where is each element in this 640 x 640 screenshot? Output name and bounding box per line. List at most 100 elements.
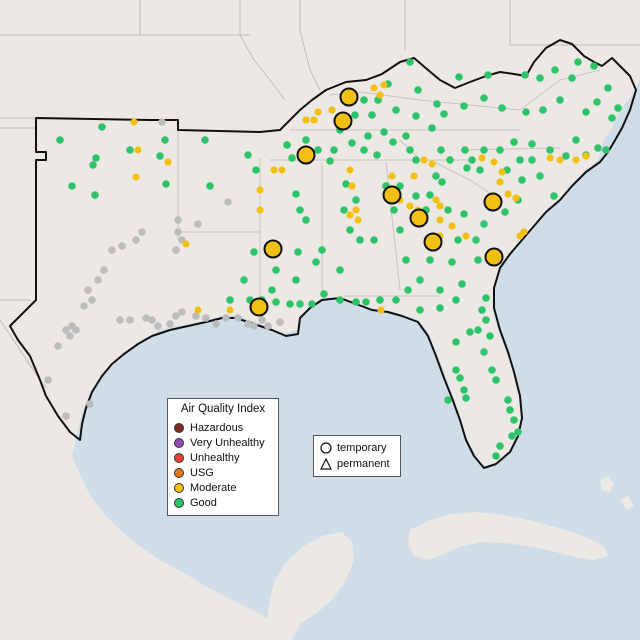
inactive-monitor-marker: [62, 326, 70, 334]
good-monitor-marker: [514, 428, 522, 436]
good-monitor-marker: [360, 146, 368, 154]
good-monitor-marker: [376, 296, 384, 304]
inactive-monitor-marker: [148, 316, 156, 324]
moderate-monitor-marker: [478, 154, 486, 162]
good-monitor-marker: [486, 332, 494, 340]
moderate-monitor-marker: [377, 306, 385, 314]
legend-row-usg: USG: [174, 466, 214, 480]
inactive-monitor-marker: [174, 228, 182, 236]
legend-label-very-unhealthy: Very Unhealthy: [190, 437, 265, 449]
good-monitor-marker: [314, 146, 322, 154]
inactive-monitor-marker: [202, 314, 210, 322]
moderate-monitor-marker: [380, 81, 388, 89]
good-monitor-marker: [506, 406, 514, 414]
inactive-monitor-marker: [126, 316, 134, 324]
good-monitor-marker: [318, 246, 326, 254]
legend-row-moderate: Moderate: [174, 481, 236, 495]
good-monitor-marker: [433, 100, 441, 108]
good-monitor-marker: [496, 146, 504, 154]
inactive-monitor-marker: [100, 266, 108, 274]
good-monitor-marker: [504, 396, 512, 404]
good-monitor-marker: [498, 104, 506, 112]
good-monitor-marker: [244, 151, 252, 159]
good-monitor-marker: [356, 236, 364, 244]
good-monitor-marker: [608, 114, 616, 122]
good-monitor-marker: [528, 156, 536, 164]
good-monitor-marker: [283, 141, 291, 149]
good-monitor-marker: [292, 190, 300, 198]
good-monitor-marker: [389, 138, 397, 146]
good-monitor-marker: [308, 300, 316, 308]
good-monitor-marker: [126, 146, 134, 154]
good-monitor-marker: [406, 58, 414, 66]
moderate-monitor-marker: [302, 116, 310, 124]
site-type-legend: temporary permanent: [313, 435, 401, 477]
good-monitor-marker: [272, 266, 280, 274]
good-monitor-marker: [292, 276, 300, 284]
good-monitor-marker: [474, 326, 482, 334]
good-monitor-marker: [448, 258, 456, 266]
good-monitor-marker: [461, 146, 469, 154]
hazardous-swatch: [174, 423, 184, 433]
good-monitor-marker: [590, 62, 598, 70]
good-monitor-marker: [466, 328, 474, 336]
good-monitor-marker: [582, 108, 590, 116]
good-monitor-marker: [482, 316, 490, 324]
good-monitor-marker: [268, 286, 276, 294]
moderate-monitor-marker: [498, 168, 506, 176]
triangle-icon: [320, 458, 332, 470]
good-monitor-marker: [201, 136, 209, 144]
moderate-monitor-marker: [432, 196, 440, 204]
moderate-monitor-marker: [376, 91, 384, 99]
good-monitor-marker: [602, 146, 610, 154]
good-monitor-marker: [437, 146, 445, 154]
good-monitor-marker: [156, 152, 164, 160]
moderate-monitor-marker: [278, 166, 286, 174]
legend-label-moderate: Moderate: [190, 482, 237, 494]
good-monitor-marker: [414, 86, 422, 94]
good-monitor-marker: [362, 298, 370, 306]
legend-row-very-unhealthy: Very Unhealthy: [174, 436, 265, 450]
moderate-monitor-marker: [420, 156, 428, 164]
good-monitor-marker: [462, 394, 470, 402]
moderate-temporary-monitor-marker: [339, 87, 359, 107]
good-monitor-marker: [296, 300, 304, 308]
good-monitor-marker: [556, 96, 564, 104]
good-monitor-marker: [416, 306, 424, 314]
region-outline: [9, 39, 637, 469]
inactive-monitor-marker: [118, 242, 126, 250]
circle-icon: [320, 442, 332, 454]
good-monitor-marker: [348, 139, 356, 147]
good-monitor-marker: [286, 300, 294, 308]
good-monitor-marker: [480, 94, 488, 102]
legend-title: Air Quality Index: [180, 403, 266, 415]
moderate-monitor-marker: [436, 216, 444, 224]
good-monitor-marker: [446, 156, 454, 164]
good-monitor-marker: [516, 156, 524, 164]
inactive-monitor-marker: [94, 276, 102, 284]
moderate-monitor-marker: [348, 182, 356, 190]
inactive-monitor-marker: [244, 320, 252, 328]
good-monitor-marker: [56, 136, 64, 144]
good-monitor-marker: [568, 74, 576, 82]
moderate-monitor-marker: [182, 240, 190, 248]
good-monitor-marker: [452, 366, 460, 374]
inactive-monitor-marker: [174, 216, 182, 224]
good-monitor-marker: [456, 374, 464, 382]
good-monitor-marker: [396, 226, 404, 234]
moderate-monitor-marker: [572, 156, 580, 164]
moderate-temporary-monitor-marker: [483, 192, 503, 212]
moderate-monitor-marker: [462, 232, 470, 240]
moderate-monitor-marker: [410, 172, 418, 180]
good-monitor-marker: [452, 296, 460, 304]
moderate-temporary-monitor-marker: [333, 111, 353, 131]
moderate-monitor-marker: [164, 158, 172, 166]
moderate-monitor-marker: [130, 118, 138, 126]
good-monitor-marker: [68, 182, 76, 190]
inactive-monitor-marker: [142, 314, 150, 322]
good-monitor-marker: [272, 298, 280, 306]
good-monitor-marker: [501, 208, 509, 216]
inactive-monitor-marker: [116, 316, 124, 324]
good-monitor-marker: [326, 157, 334, 165]
